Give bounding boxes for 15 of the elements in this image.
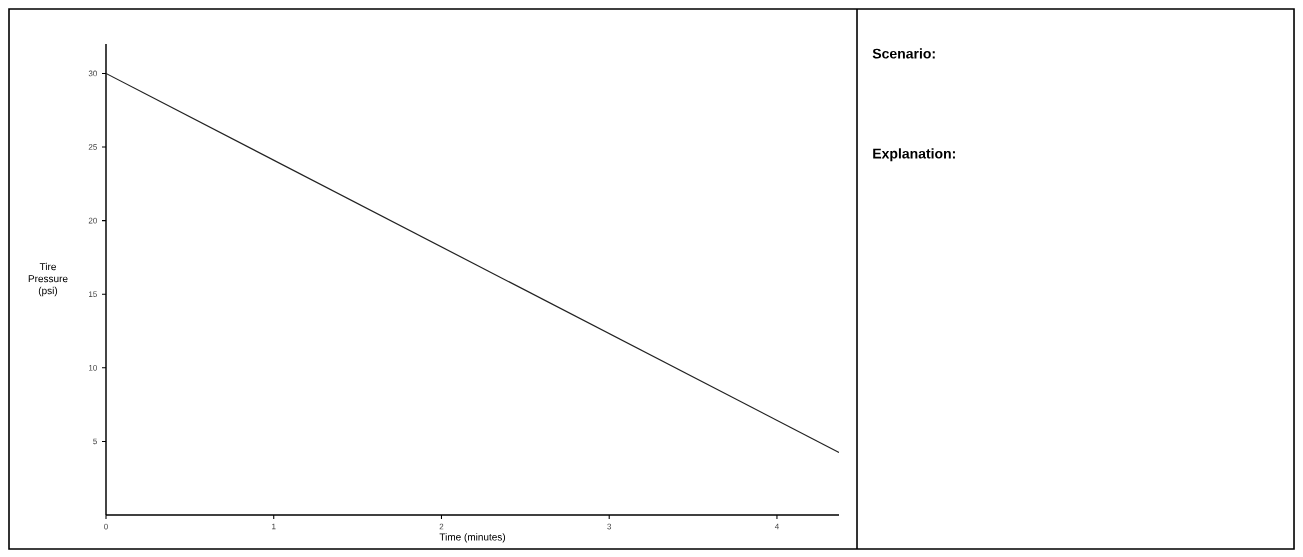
x-tick-label: 4 [774,523,779,530]
y-axis-title: Tire Pressure (psi) [28,262,68,297]
y-tick-label: 15 [89,291,97,298]
x-axis-title: Time (minutes) [439,533,506,543]
y-tick-label: 25 [88,144,97,150]
y-tick-label: 10 [89,364,97,371]
y-tick-label: 5 [93,438,97,445]
y-tick-label: 20 [88,217,97,224]
x-tick-label: 0 [104,523,108,530]
y-tick-label: 30 [88,70,97,77]
x-tick-label: 2 [439,523,444,530]
text: Scenario: [872,48,935,59]
x-tick-label: 1 [272,523,276,530]
text: Explanation: [873,148,955,162]
x-tick-label: 3 [607,523,612,530]
